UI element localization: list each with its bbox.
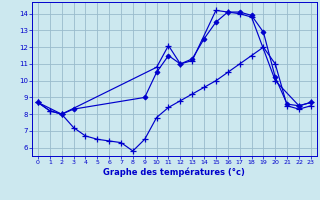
X-axis label: Graphe des températures (°c): Graphe des températures (°c) <box>103 168 245 177</box>
